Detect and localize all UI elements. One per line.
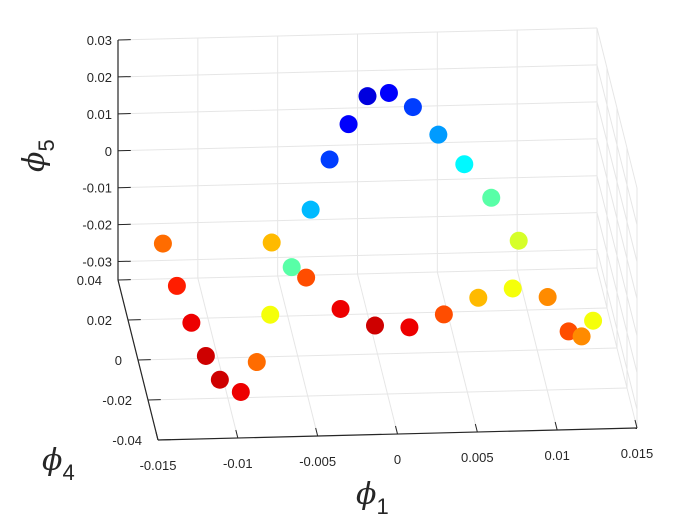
grid-line: [147, 387, 628, 401]
axis-lines: [117, 39, 638, 441]
data-point: [339, 115, 358, 134]
x-tick-mark: [554, 421, 558, 431]
grid-line: [596, 175, 638, 336]
z-tick-label: -0.02: [82, 218, 112, 233]
x-tick-mark: [155, 431, 159, 441]
data-point: [503, 279, 522, 298]
grid-line: [117, 175, 598, 189]
x-tick-label: 0.015: [621, 446, 654, 461]
tick-labels: -0.015 -0.01 -0.005 0 0.005 0.01 0.015 -0.04 -0.…: [77, 33, 654, 473]
data-point: [509, 231, 528, 250]
x-tick-label: -0.01: [223, 456, 253, 471]
x-tick-mark: [315, 427, 319, 437]
data-point: [282, 258, 301, 277]
y-tick-label: 0.04: [77, 273, 102, 288]
grid-line: [127, 307, 608, 321]
y-axis-label: ϕ4: [42, 443, 75, 485]
grid-line: [117, 64, 598, 78]
x-tick-mark: [235, 429, 239, 439]
data-point: [469, 288, 488, 307]
data-point: [584, 311, 603, 330]
data-point: [379, 83, 398, 102]
x-tick-label: 0: [394, 452, 401, 467]
data-point: [167, 276, 186, 295]
grid-line: [117, 212, 598, 226]
x-tick-label: 0.01: [545, 448, 570, 463]
data-point: [331, 299, 350, 318]
data-point: [366, 316, 384, 335]
grid-line: [117, 27, 598, 41]
z-tick-label: 0.03: [87, 33, 112, 48]
data-point: [320, 150, 339, 169]
data-point: [153, 234, 172, 253]
x-tick-label: 0.005: [461, 450, 494, 465]
data-point: [400, 318, 419, 337]
z-tick-label: -0.03: [82, 255, 112, 270]
y-tick-label: 0.02: [87, 313, 112, 328]
data-point: [247, 353, 266, 372]
data-point: [196, 346, 215, 365]
data-point: [358, 87, 377, 106]
z-tick-label: 0.02: [87, 70, 112, 85]
data-point: [301, 200, 320, 219]
data-point: [434, 305, 453, 324]
grid-line: [117, 138, 598, 152]
data-point: [403, 98, 422, 117]
x-tick-mark: [634, 419, 638, 429]
data-point: [572, 327, 591, 346]
grid-line: [596, 138, 638, 299]
z-tick-label: -0.01: [82, 181, 112, 196]
grid-line: [596, 249, 638, 410]
data-point: [182, 313, 201, 332]
data-point: [429, 125, 448, 144]
data-point: [231, 382, 250, 401]
x-tick-label: -0.015: [140, 458, 177, 473]
grid-line: [117, 249, 598, 263]
data-point: [210, 370, 229, 389]
grid-lines: [117, 27, 638, 441]
x-tick-mark: [395, 425, 398, 435]
y-tick-label: -0.04: [112, 433, 142, 448]
grid-line: [596, 101, 638, 262]
y-tick-label: -0.02: [102, 393, 132, 408]
x-axis-label: ϕ1: [356, 477, 389, 519]
z-tick-label: 0: [105, 144, 112, 159]
grid-line: [117, 101, 598, 115]
x-tick-label: -0.005: [299, 454, 336, 469]
grid-line: [596, 27, 638, 189]
data-point: [261, 305, 280, 324]
grid-line: [137, 347, 618, 361]
data-point: [297, 268, 316, 287]
data-point: [455, 155, 474, 174]
y-tick-label: 0: [115, 353, 122, 368]
grid-line: [596, 64, 638, 226]
data-point: [262, 233, 281, 252]
z-tick-label: 0.01: [87, 107, 112, 122]
data-point: [482, 188, 501, 207]
data-point: [538, 288, 557, 307]
grid-line: [596, 212, 638, 373]
z-axis-label: ϕ5: [17, 139, 59, 172]
x-tick-mark: [474, 423, 478, 433]
data-points: [153, 83, 603, 401]
